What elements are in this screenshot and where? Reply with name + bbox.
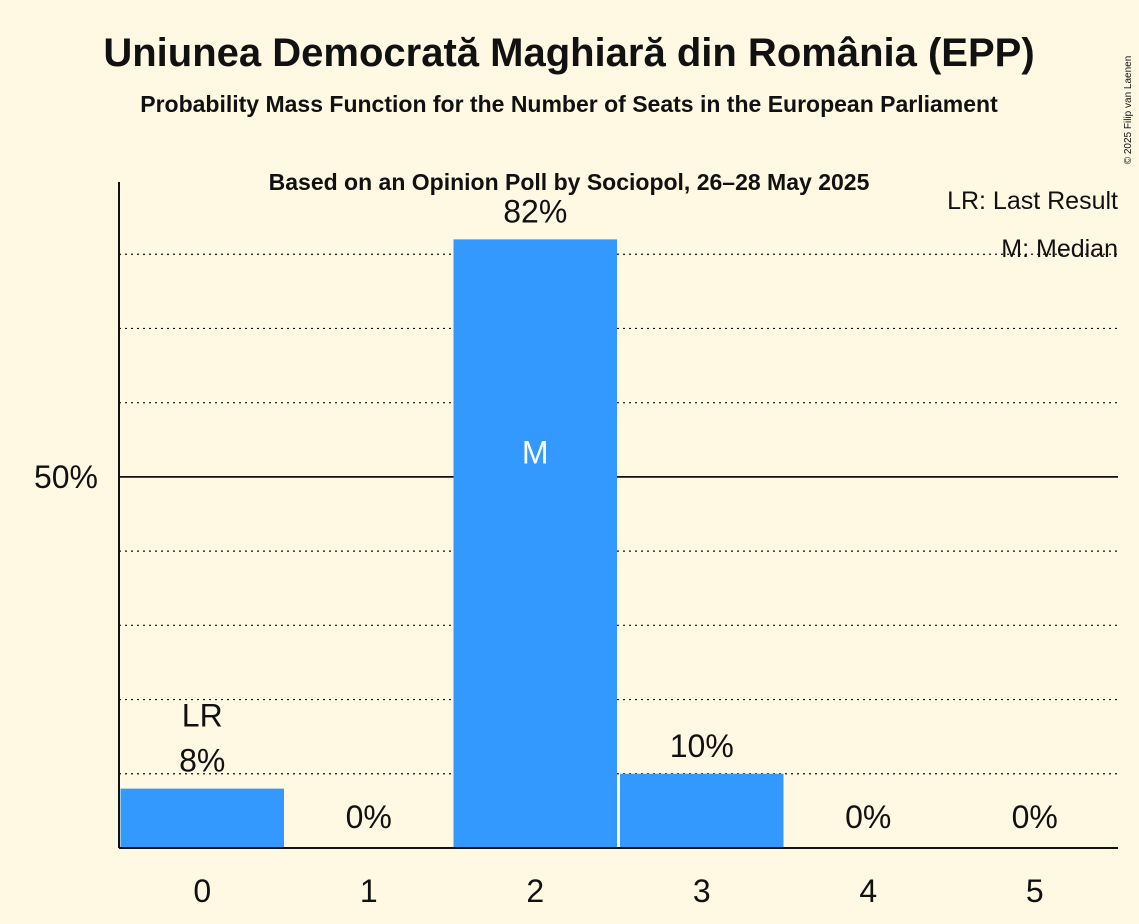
data-label-3: 10% bbox=[670, 728, 734, 764]
copyright-note: © 2025 Filip van Laenen bbox=[1123, 56, 1134, 165]
bar-3 bbox=[620, 774, 784, 848]
data-label-4: 0% bbox=[845, 799, 891, 835]
x-tick-label-5: 5 bbox=[1026, 873, 1044, 909]
legend-median: M: Median bbox=[1001, 235, 1118, 263]
bar-2 bbox=[454, 239, 618, 848]
x-tick-label-0: 0 bbox=[193, 873, 211, 909]
y-tick-label-50: 50% bbox=[34, 459, 98, 495]
y-tick-labels: 50% bbox=[34, 459, 98, 495]
chart-subtitle-2: Based on an Opinion Poll by Sociopol, 26… bbox=[269, 169, 870, 195]
chart-subtitle-1: Probability Mass Function for the Number… bbox=[140, 91, 998, 117]
data-label-2: 82% bbox=[503, 193, 567, 229]
x-tick-label-2: 2 bbox=[526, 873, 544, 909]
data-label-5: 0% bbox=[1012, 799, 1058, 835]
legend-last-result: LR: Last Result bbox=[947, 187, 1118, 215]
bar-0 bbox=[121, 789, 285, 848]
data-label-0: 8% bbox=[179, 743, 225, 779]
chart-title: Uniunea Democrată Maghiară din România (… bbox=[103, 31, 1034, 75]
x-tick-label-3: 3 bbox=[693, 873, 711, 909]
last-result-marker: LR bbox=[182, 698, 223, 734]
data-label-1: 0% bbox=[346, 799, 392, 835]
x-tick-label-1: 1 bbox=[360, 873, 378, 909]
median-marker: M bbox=[522, 435, 549, 471]
x-tick-label-4: 4 bbox=[859, 873, 877, 909]
